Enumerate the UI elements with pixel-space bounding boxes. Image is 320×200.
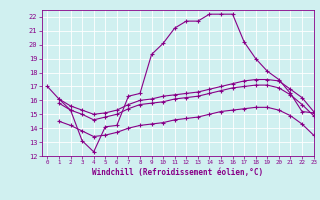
X-axis label: Windchill (Refroidissement éolien,°C): Windchill (Refroidissement éolien,°C) — [92, 168, 263, 177]
